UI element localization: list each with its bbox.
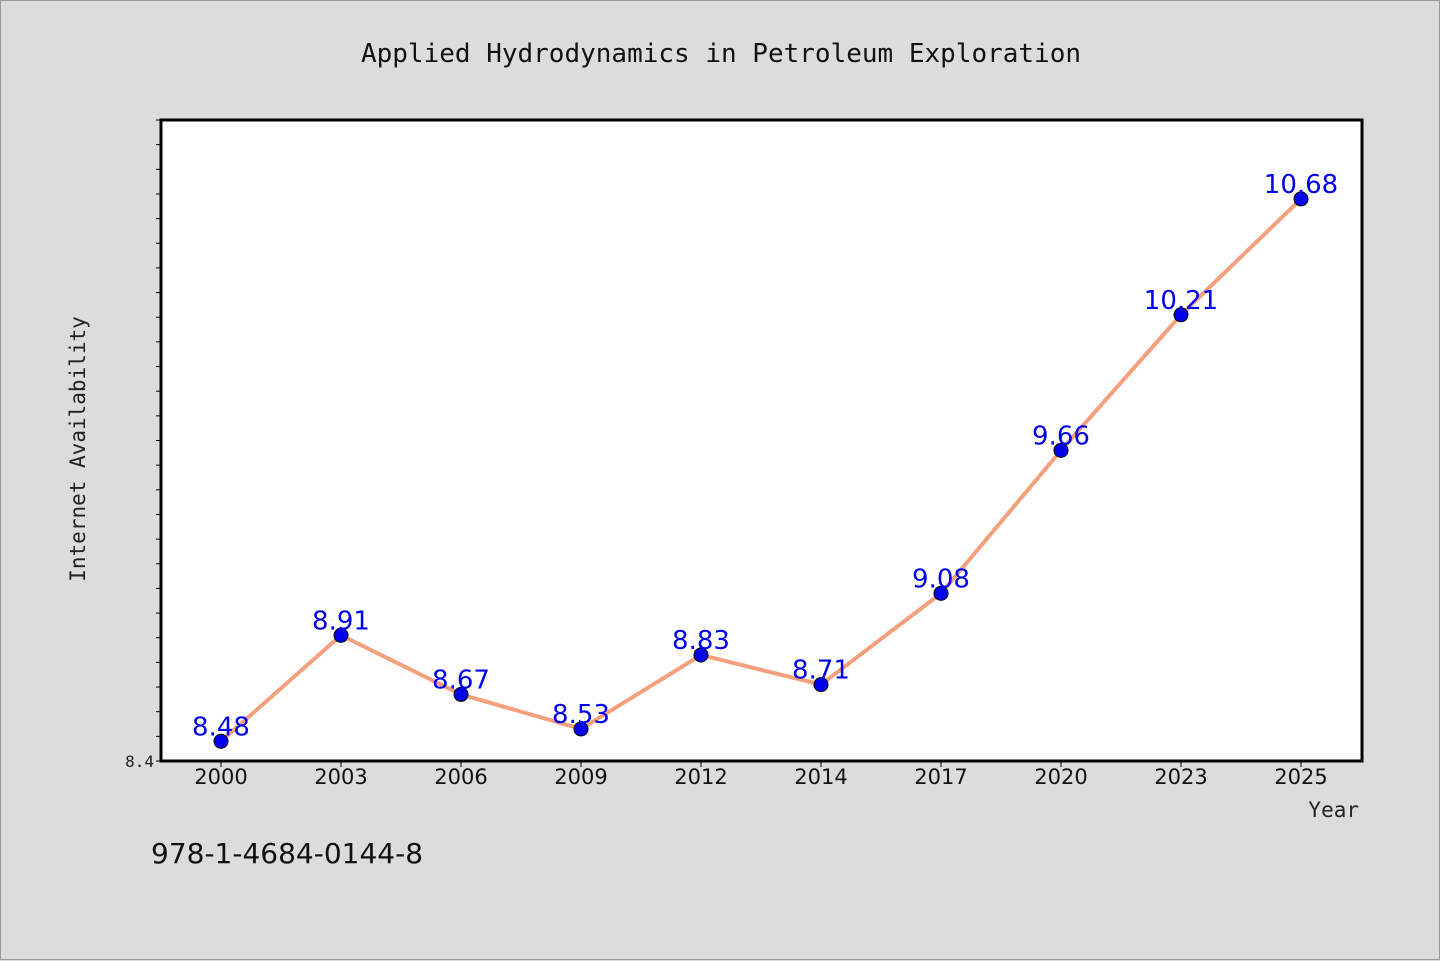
- x-tick-label: 2025: [1274, 765, 1327, 789]
- y-tick-label: 8.4: [125, 752, 154, 771]
- data-point: [333, 627, 349, 643]
- plot-area: [159, 118, 1364, 763]
- y-axis-ticks: [156, 119, 161, 762]
- series-group: 8.48 8.91 8.67 8.53 8.83 8.71 9.08 9.66 10.21 10.…: [192, 170, 1338, 749]
- data-label: 10.68: [1264, 170, 1338, 200]
- data-point: [453, 686, 469, 702]
- data-label: 9.66: [1032, 421, 1090, 451]
- data-point: [693, 647, 709, 663]
- x-tick-label: 2006: [434, 765, 487, 789]
- x-axis-label: Year: [1308, 798, 1359, 822]
- x-tick-label: 2012: [674, 765, 727, 789]
- data-point: [1293, 191, 1309, 207]
- data-point: [1173, 307, 1189, 323]
- x-tick-label: 2000: [194, 765, 247, 789]
- data-label: 9.08: [912, 564, 970, 594]
- data-label: 8.67: [432, 665, 490, 695]
- x-tick-label: 2009: [554, 765, 607, 789]
- data-point: [933, 585, 949, 601]
- x-tick-label: 2017: [914, 765, 967, 789]
- isbn-text: 978-1-4684-0144-8: [151, 837, 423, 870]
- data-label: 8.91: [312, 606, 370, 636]
- data-point: [1053, 442, 1069, 458]
- data-point: [213, 733, 229, 749]
- series-line: [219, 196, 1303, 744]
- x-tick-label: 2014: [794, 765, 847, 789]
- chart-title: Applied Hydrodynamics in Petroleum Explo…: [361, 39, 1081, 69]
- data-label: 10.21: [1144, 286, 1218, 316]
- data-label: 8.83: [672, 626, 730, 656]
- x-tick-label: 2023: [1154, 765, 1207, 789]
- data-point: [573, 721, 589, 737]
- x-tick-label: 2020: [1034, 765, 1087, 789]
- data-label: 8.71: [792, 656, 850, 686]
- x-axis-ticks: 2000 2003 2006 2009 2012 2014 2017 2020 2023 2025: [194, 761, 1328, 789]
- data-point: [813, 677, 829, 693]
- data-label: 8.53: [552, 700, 610, 730]
- x-tick-label: 2003: [314, 765, 367, 789]
- y-axis-label: Internet Availability: [66, 316, 90, 582]
- data-label: 8.48: [192, 712, 250, 742]
